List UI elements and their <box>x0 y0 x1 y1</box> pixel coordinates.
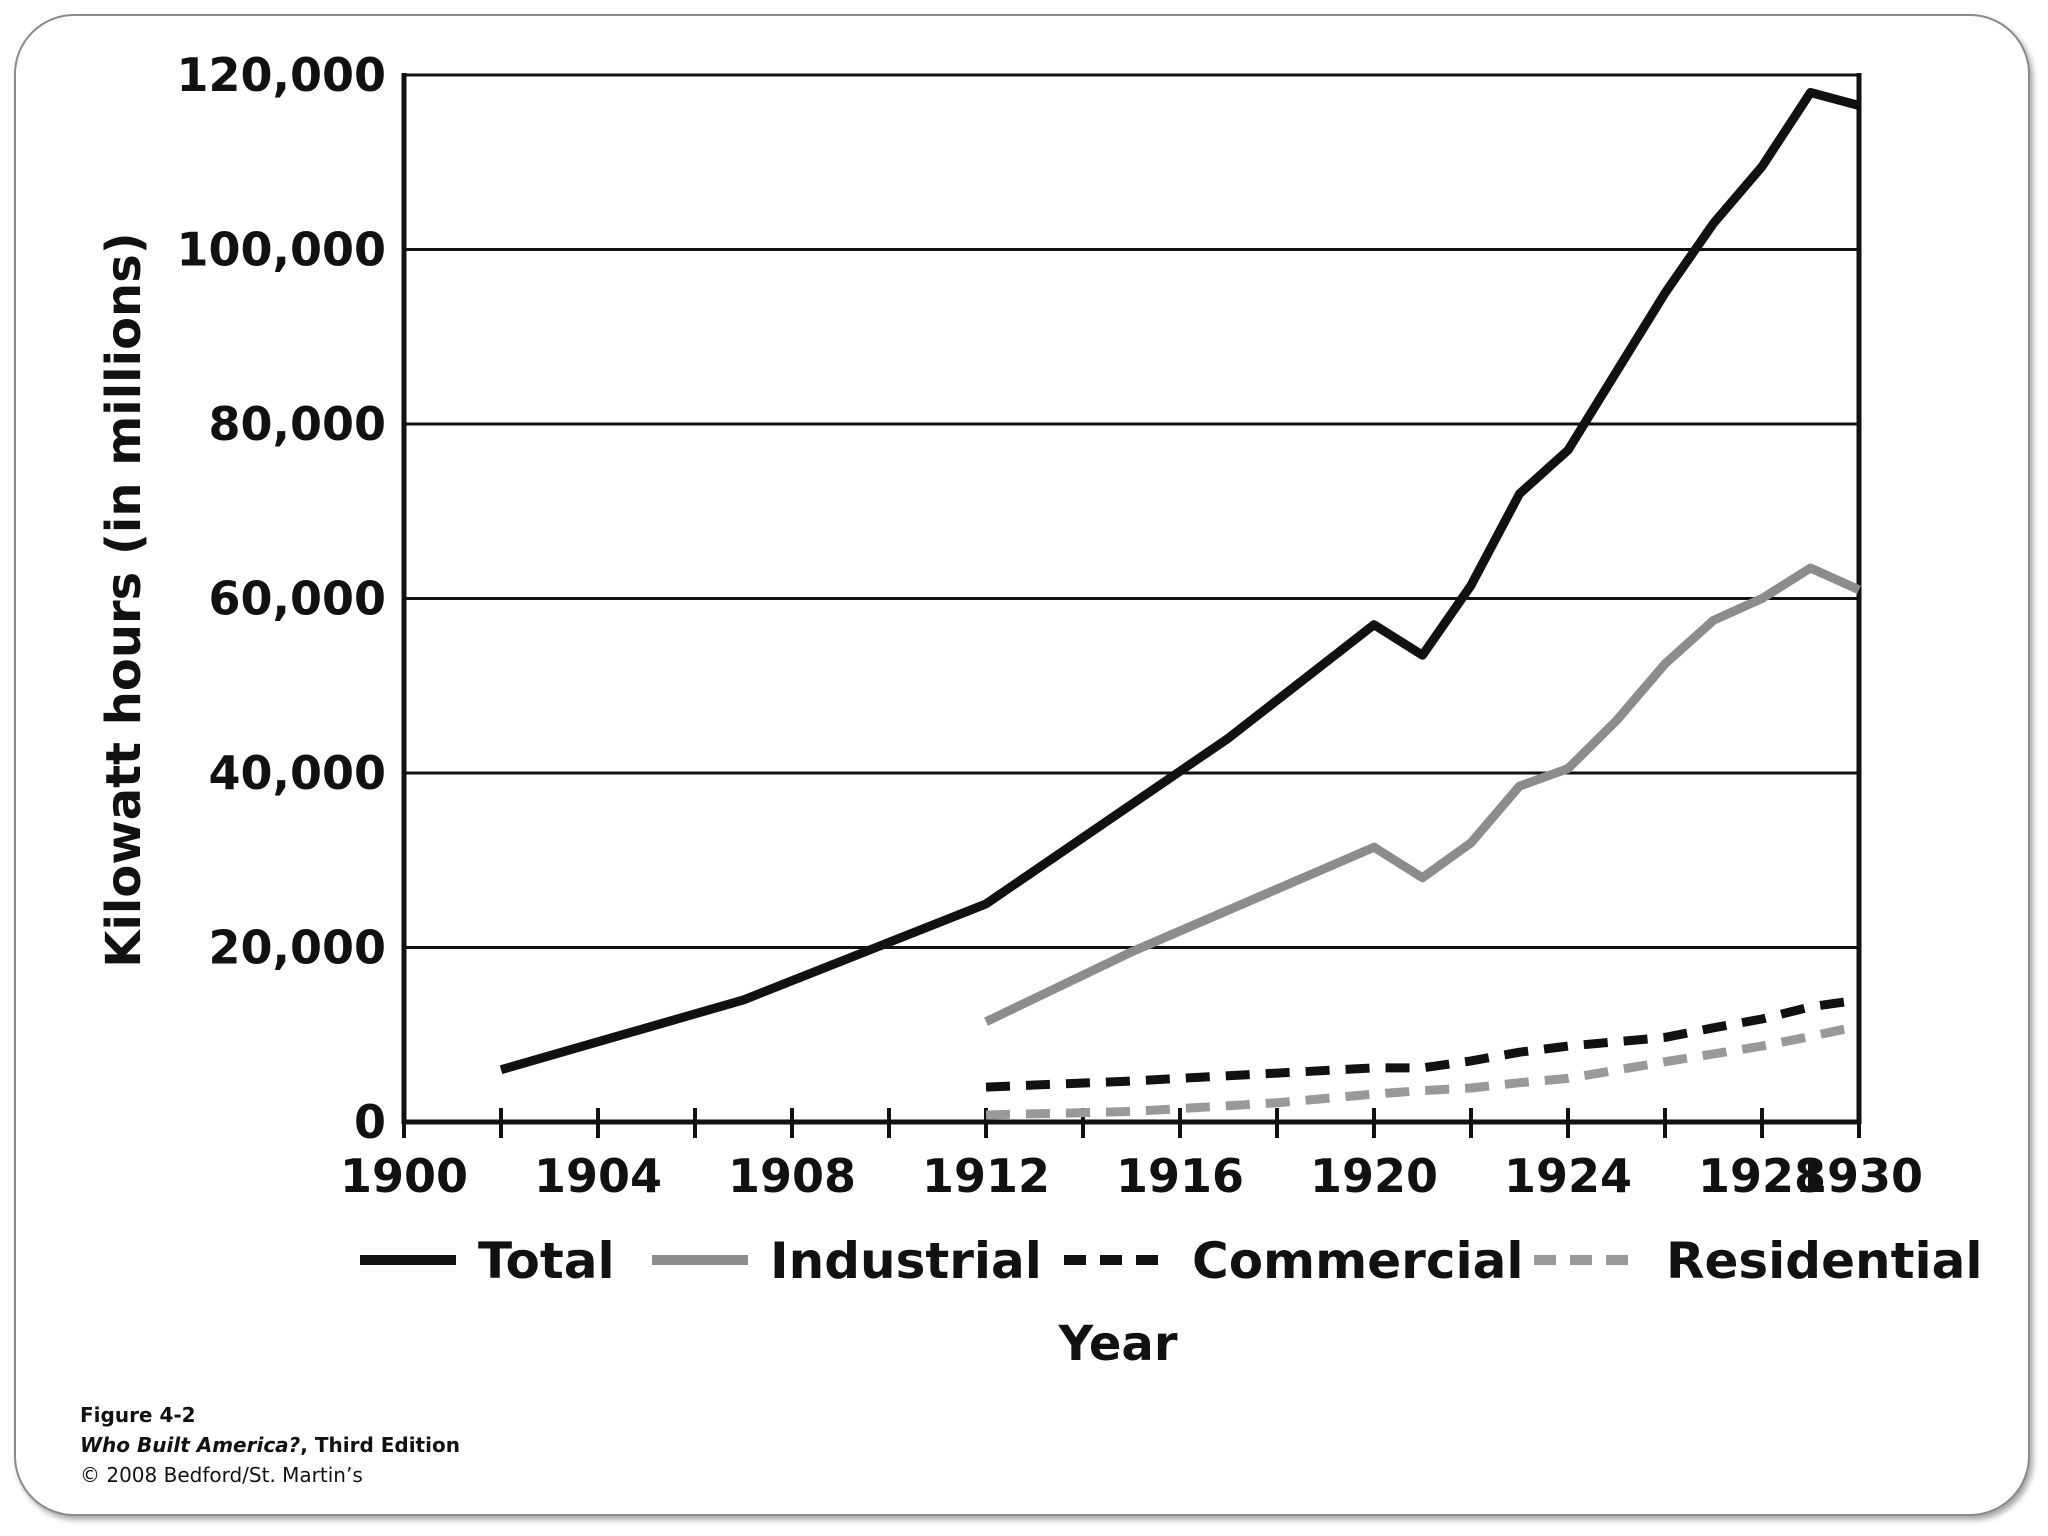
y-tick-label-40000: 40,000 <box>208 746 386 800</box>
series-line-industrial <box>984 563 1861 1026</box>
legend-label-commercial: Commercial <box>1192 1232 1523 1290</box>
y-tick-labels: 0 20,000 40,000 60,000 80,000 100,000 120,000 <box>176 48 386 1149</box>
book-edition: , Third Edition <box>300 1433 460 1457</box>
book-line: Who Built America?, Third Edition <box>80 1430 460 1460</box>
x-tick-label-1928: 1928 <box>1698 1149 1826 1203</box>
x-axis-title: Year <box>1058 1316 1178 1372</box>
y-tick-label-20000: 20,000 <box>208 921 386 975</box>
x-tick-label-1912: 1912 <box>922 1149 1050 1203</box>
grid-lines <box>404 73 1859 949</box>
series-lines <box>499 88 1861 1120</box>
y-tick-label-60000: 60,000 <box>208 572 386 626</box>
figure-credits: Figure 4-2 Who Built America?, Third Edi… <box>80 1400 460 1490</box>
y-axis-title: Kilowatt hours (in millions) <box>96 232 152 967</box>
y-tick-label-120000: 120,000 <box>176 48 386 102</box>
copyright: © 2008 Bedford/St. Martin’s <box>80 1463 363 1487</box>
x-tick-label-1924: 1924 <box>1504 1149 1632 1203</box>
legend-label-total: Total <box>478 1232 615 1290</box>
x-tick-label-1916: 1916 <box>1116 1149 1244 1203</box>
x-tick-label-1920: 1920 <box>1310 1149 1438 1203</box>
legend-label-residential: Residential <box>1666 1232 1983 1290</box>
axes <box>401 73 1862 1138</box>
y-tick-label-0: 0 <box>354 1095 386 1149</box>
x-tick-label-1930: 1930 <box>1795 1149 1923 1203</box>
y-tick-label-80000: 80,000 <box>208 397 386 451</box>
series-line-commercial <box>985 995 1860 1092</box>
legend-label-industrial: Industrial <box>770 1232 1042 1290</box>
x-tick-label-1900: 1900 <box>340 1149 468 1203</box>
x-tick-label-1908: 1908 <box>728 1149 856 1203</box>
legend: Total Industrial Commercial Residential <box>360 1232 1983 1290</box>
x-tick-label-1904: 1904 <box>534 1149 662 1203</box>
series-line-total <box>499 88 1861 1075</box>
book-title: Who Built America? <box>80 1433 301 1457</box>
slide-frame <box>14 14 2030 1516</box>
series-line-residential <box>985 1021 1860 1120</box>
figure-number: Figure 4-2 <box>80 1403 196 1427</box>
y-tick-label-100000: 100,000 <box>176 223 386 277</box>
